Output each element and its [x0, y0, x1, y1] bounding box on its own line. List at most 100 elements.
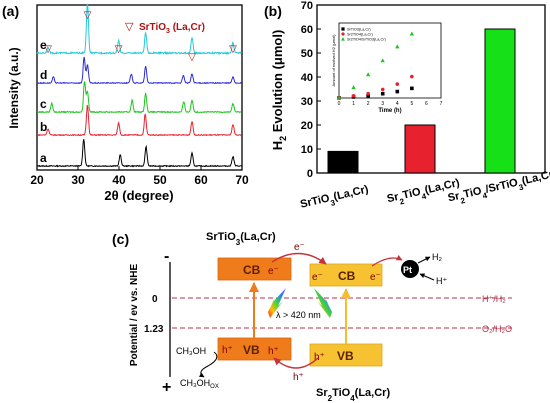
inset-x-tick-label: 2: [367, 101, 370, 107]
electron-transfer-arrow: [271, 252, 327, 265]
panel-a-label: (a): [2, 3, 19, 19]
bar-y-axis-label: H2 Evolution (μmol): [270, 30, 288, 151]
potential-axis-label: Potential / ev vs. NHE: [129, 264, 140, 367]
inset-point-0-3: [380, 91, 385, 96]
band-diagram: - + Potential / ev vs. NHE SrTiO3(La,Cr)…: [129, 231, 512, 403]
xrd-series-label-e: e: [40, 38, 47, 52]
potential-axis-minus: -: [164, 248, 169, 265]
top-material-label: SrTiO3(La,Cr): [206, 231, 276, 247]
bar-1: [404, 124, 436, 174]
xrd-series-d: [36, 56, 242, 85]
cb-right-band: [309, 263, 383, 287]
inset-point-1-5: [410, 74, 414, 79]
vb-left-label: VB: [243, 343, 260, 357]
xrd-series-c: [36, 81, 242, 114]
h2-level-label: H⁺/H₂: [482, 294, 506, 304]
panel-c-label: (c): [112, 231, 129, 247]
bar-0: [327, 150, 359, 174]
inset-point-2-4: [395, 44, 400, 49]
xrd-plot-frame: [36, 4, 243, 171]
panel-b-label: (b): [264, 3, 282, 19]
vb-right-hole: h⁺: [314, 352, 325, 363]
inset-frame: [338, 22, 442, 99]
vb-left-hole-2: h⁺: [268, 346, 279, 357]
xrd-x-tick-label: 50: [153, 173, 167, 187]
time-course-inset: 0 1 2 3 4 5 6 7 Time (h) Amount of evolved H2 (μm…: [331, 22, 443, 114]
pt-label: Pt: [403, 265, 412, 275]
inset-x-tick-label: 0: [338, 101, 341, 107]
bar-y-tick-label: 0: [307, 168, 313, 180]
xrd-series-e: [36, 3, 243, 56]
hole-transfer-label: h⁺: [293, 372, 304, 383]
inset-point-1-4: [395, 82, 400, 86]
xrd-peak-marker: ▽: [44, 44, 52, 55]
inset-point-1-2: [366, 91, 370, 96]
xrd-series-b: [37, 104, 242, 137]
bar-y-tick-label: 30: [301, 96, 313, 108]
hplus-reactant-label: H⁺: [436, 276, 447, 286]
inset-legend-label-0: SrTiO3(La,Cr): [347, 28, 371, 32]
xrd-legend: ▽ SrTiO3 (La,Cr): [125, 21, 205, 35]
inset-point-0-4: [395, 89, 400, 94]
methanol-label: CH₃OH: [176, 346, 206, 356]
xrd-x-tick-label: 70: [235, 173, 249, 187]
xrd-series-label-b: b: [40, 120, 47, 134]
bar-y-tick-label: 40: [301, 72, 313, 84]
pt-cocatalyst: [401, 260, 419, 278]
o2-level-label: O₂/H₂O: [482, 324, 512, 334]
bar-category-label-2: Sr2TiO4/SrTiO3(La,Cr): [447, 168, 550, 208]
inset-x-tick-label: 1: [352, 101, 355, 107]
xrd-x-axis-label: 2θ (degree): [104, 188, 173, 203]
potential-axis-plus: +: [162, 379, 171, 396]
inset-point-0-2: [366, 94, 370, 98]
bar-y-tick-label: 50: [301, 48, 313, 60]
methanol-oxidation-arrow: [198, 351, 218, 378]
xrd-peak-marker: ▽: [188, 52, 196, 63]
methanol-ox-label: CH₃OHOX: [180, 378, 219, 390]
xrd-peak-marker: ▽: [115, 44, 123, 55]
bar-y-tick-label: 20: [301, 120, 313, 132]
cb-left-label: CB: [243, 263, 261, 277]
electron-to-pt-arrow: [371, 254, 403, 267]
inset-legend-label-2: Sr2TiO4/SrTiO3(La,Cr): [347, 38, 386, 42]
xrd-legend-marker: ▽: [125, 21, 134, 33]
inset-point-1-1: [351, 94, 356, 98]
light-bolt-left: [268, 288, 286, 318]
xrd-x-tick-label: 60: [194, 173, 208, 187]
cb-left-electron: e⁻: [268, 266, 279, 277]
cb-left-band: [217, 257, 292, 281]
xrd-legend-label: SrTiO3 (La,Cr): [139, 22, 205, 35]
xrd-x-tick-label: 30: [71, 173, 85, 187]
electron-transfer-label: e⁻: [294, 242, 305, 253]
cb-right-electron-2: e⁻: [370, 272, 381, 283]
bar-y-tick-label: 70: [301, 0, 313, 12]
inset-point-2-0: [336, 95, 342, 100]
xrd-x-tick-label: 20: [30, 173, 44, 187]
cb-right-electron: e⁻: [312, 272, 323, 283]
inset-legend-marker-0: [341, 27, 345, 31]
inset-x-tick-label: 3: [381, 101, 384, 107]
inset-legend-marker-1: [341, 32, 345, 36]
inset-x-tick-label: 5: [410, 101, 413, 107]
inset-x-tick-label: 6: [425, 101, 428, 107]
inset-point-1-3: [380, 87, 385, 92]
inset-point-2-1: [351, 85, 356, 90]
light-bolt-right: [314, 288, 332, 318]
inset-x-tick-label: 4: [396, 101, 399, 107]
inset-point-2-2: [365, 72, 371, 77]
inset-legend-label-1: Sr2TiO4(La,Cr): [347, 33, 374, 37]
xrd-y-axis-label: Intensity (a.u.): [7, 47, 21, 128]
xrd-series-a: [36, 139, 242, 168]
inset-y-axis-label: Amount of evolved H2 (μmol): [331, 34, 336, 87]
xrd-peak-marker: ▽: [229, 44, 237, 55]
xrd-x-tick-label: 40: [112, 173, 126, 187]
xrd-series-label-c: c: [40, 97, 47, 111]
vb-right-label: VB: [337, 349, 354, 363]
inset-x-tick-label: 7: [440, 101, 443, 107]
inset-legend-marker-2: [341, 37, 345, 41]
bar-y-tick-label: 10: [301, 144, 313, 156]
hplus-reduction-arrow: [419, 273, 435, 281]
cb-right-label: CB: [338, 269, 356, 283]
